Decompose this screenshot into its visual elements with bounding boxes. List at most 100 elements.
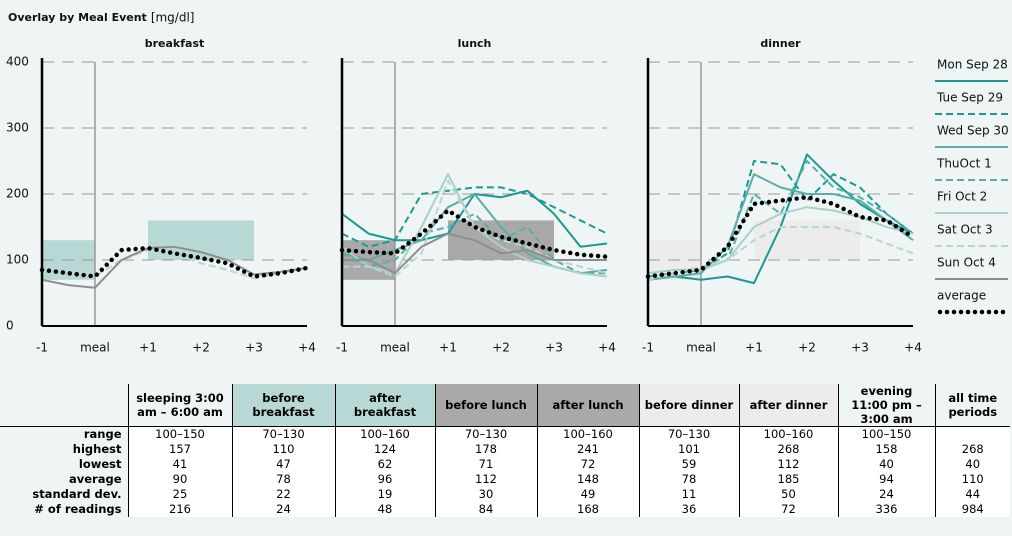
table-cell: 148 xyxy=(536,472,639,487)
table-cell: 24 xyxy=(231,502,335,517)
table-cell: 96 xyxy=(334,472,435,487)
table-cell: 124 xyxy=(334,442,435,457)
row-label: highest xyxy=(72,442,122,456)
x-tick-label: +3 xyxy=(245,341,263,355)
column-header: all time periods xyxy=(934,384,1010,427)
table-cell: 72 xyxy=(536,457,639,472)
x-tick-label: +3 xyxy=(545,341,563,355)
y-tick-label: 0 xyxy=(6,319,14,333)
table-cell: 216 xyxy=(127,502,232,517)
table-row: highest 157 110 124 178 241 101 268 158 268 xyxy=(0,442,1010,457)
table-cell: 336 xyxy=(837,502,935,517)
series-line xyxy=(341,212,607,275)
table-cell: 70–130 xyxy=(231,426,335,442)
row-label: range xyxy=(83,427,122,441)
column-header: sleeping 3:00 am – 6:00 am xyxy=(127,384,232,427)
table-cell: 70–130 xyxy=(434,426,537,442)
row-label: lowest xyxy=(78,457,122,471)
charts: Overlay by Meal Event [mg/dl] breakfast 0… xyxy=(6,11,1011,355)
table-cell: 268 xyxy=(738,442,838,457)
series-line xyxy=(39,245,310,279)
table-cell: 22 xyxy=(231,487,335,502)
table-cell: 70–130 xyxy=(638,426,739,442)
table-cell: 24 xyxy=(837,487,935,502)
legend-label: Wed Sep 30 xyxy=(937,124,1009,138)
table-cell: 90 xyxy=(127,472,232,487)
x-tick-label: -1 xyxy=(642,341,654,355)
table-row: # of readings 216 24 48 84 168 36 72 336 984 xyxy=(0,502,1010,517)
table-cell: 168 xyxy=(536,502,639,517)
x-tick-label: +1 xyxy=(745,341,763,355)
table-cell: 50 xyxy=(738,487,838,502)
series-line xyxy=(647,160,914,278)
table-cell: 110 xyxy=(934,472,1010,487)
legend-label: Tue Sep 29 xyxy=(936,91,1003,105)
table-cell: 112 xyxy=(434,472,537,487)
table-cell: 62 xyxy=(334,457,435,472)
table-cell: 112 xyxy=(738,457,838,472)
table-cell: 40 xyxy=(934,457,1010,472)
series-line xyxy=(647,226,914,281)
column-header: after breakfast xyxy=(334,384,435,427)
column-header: after lunch xyxy=(536,384,639,427)
table-cell: 49 xyxy=(536,487,639,502)
legend-label: Sat Oct 3 xyxy=(937,223,993,237)
x-tick-label: +2 xyxy=(192,341,210,355)
column-header: evening 11:00 pm – 3:00 am xyxy=(837,384,935,427)
table-cell: 59 xyxy=(638,457,739,472)
x-tick-label: +1 xyxy=(439,341,457,355)
table-row: range 100–150 70–130 100–160 70–130 100–160 70… xyxy=(0,426,1010,442)
x-tick-label: -1 xyxy=(36,341,48,355)
x-tick-label: +4 xyxy=(598,341,616,355)
table-cell: 11 xyxy=(638,487,739,502)
x-tick-label: +2 xyxy=(492,341,510,355)
table-cell: 78 xyxy=(638,472,739,487)
table-cell: 40 xyxy=(837,457,935,472)
table-cell: 157 xyxy=(127,442,232,457)
series-line xyxy=(339,208,610,259)
column-header: before dinner xyxy=(638,384,739,427)
x-tick-label: meal xyxy=(380,341,410,355)
table-cell: 72 xyxy=(738,502,838,517)
table-cell: 25 xyxy=(127,487,232,502)
legend-label: ThuOct 1 xyxy=(936,157,992,171)
row-label: standard dev. xyxy=(32,487,122,501)
series-line xyxy=(647,173,914,281)
table-cell: 241 xyxy=(536,442,639,457)
column-header: before breakfast xyxy=(231,384,335,427)
x-tick-label: meal xyxy=(686,341,716,355)
table-cell: 48 xyxy=(334,502,435,517)
table-cell: 84 xyxy=(434,502,537,517)
table-cell: 36 xyxy=(638,502,739,517)
chart-title: breakfast xyxy=(145,37,205,50)
x-tick-label: -1 xyxy=(336,341,348,355)
table-cell: 268 xyxy=(934,442,1010,457)
table-cell: 100–160 xyxy=(334,426,435,442)
table-cell: 100–160 xyxy=(738,426,838,442)
table-cell: 44 xyxy=(934,487,1010,502)
table-row: standard dev. 25 22 19 30 49 11 50 24 44 xyxy=(0,487,1010,502)
table-row: lowest 41 47 62 71 72 59 112 40 40 xyxy=(0,457,1010,472)
table-cell: 19 xyxy=(334,487,435,502)
table-row: average 90 78 96 112 148 78 185 94 110 xyxy=(0,472,1010,487)
table-cell: 30 xyxy=(434,487,537,502)
table-cell: 185 xyxy=(738,472,838,487)
table-cell: 71 xyxy=(434,457,537,472)
page-title: Overlay by Meal Event xyxy=(8,11,147,24)
table-cell: 41 xyxy=(127,457,232,472)
table-cell: 110 xyxy=(231,442,335,457)
unit: [mg/dl] xyxy=(151,11,195,25)
column-header: after dinner xyxy=(738,384,838,427)
y-tick-label: 100 xyxy=(6,253,29,267)
corner xyxy=(0,384,128,427)
table-cell: 158 xyxy=(837,442,935,457)
x-tick-label: +2 xyxy=(798,341,816,355)
legend-label: Sun Oct 4 xyxy=(937,256,996,270)
x-tick-label: +3 xyxy=(851,341,869,355)
y-tick-label: 200 xyxy=(6,187,29,201)
target-band xyxy=(148,220,254,260)
table-cell: 94 xyxy=(837,472,935,487)
chart-title: lunch xyxy=(458,37,492,50)
table-cell: 100–160 xyxy=(536,426,639,442)
